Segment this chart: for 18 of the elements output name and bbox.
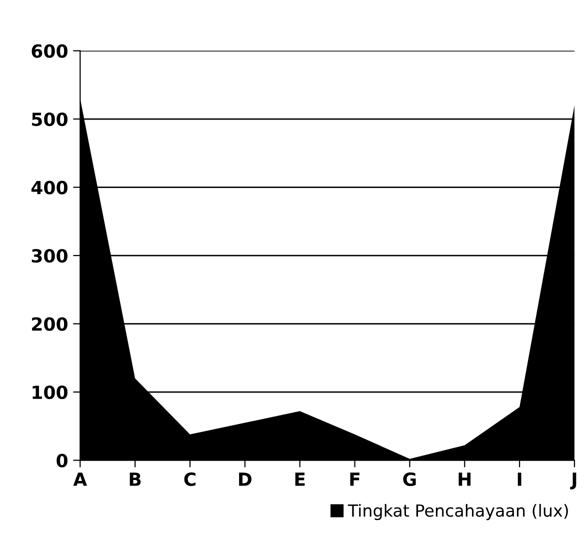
x-tick-label: H [458,472,471,486]
x-tick-label: F [350,472,360,486]
y-tick-label: 300 [32,248,68,263]
x-tick-label: B [130,472,141,486]
y-tick-label: 100 [32,385,68,400]
x-tick-label: C [184,472,196,486]
y-tick-label: 0 [56,454,68,468]
legend-label: Tingkat Pencahayaan (lux) [348,504,568,520]
y-tick-label: 400 [31,180,68,194]
x-tick-label: J [570,472,576,490]
y-tick-label: 200 [32,317,68,331]
x-tick-label: G [403,472,416,486]
y-tick-label: 500 [32,112,68,126]
x-tick-label: D [239,472,252,486]
x-tick-label: A [73,472,88,486]
x-tick-label: I [518,472,522,486]
x-tick-label: E [295,472,305,486]
y-tick-label: 600 [32,44,68,58]
